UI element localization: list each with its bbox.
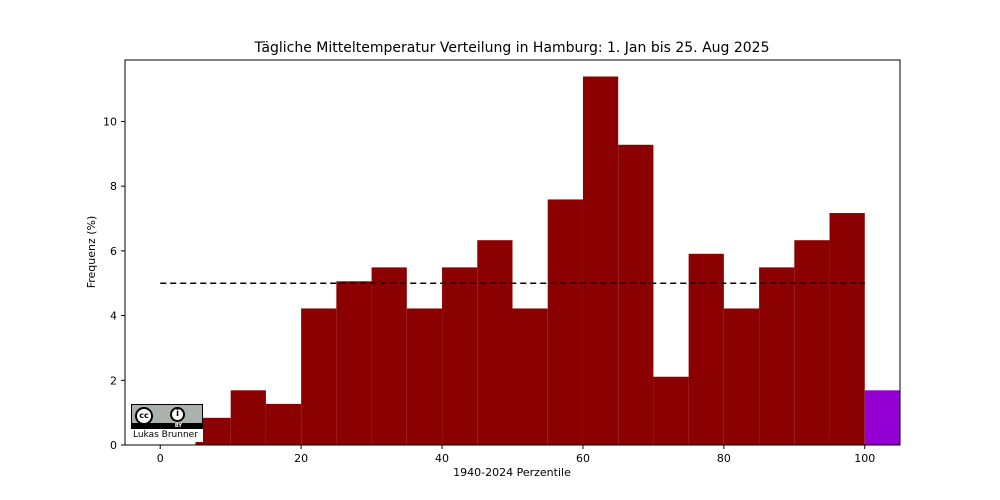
x-tick-label: 100 [854, 452, 875, 465]
bar-40-45 [442, 267, 478, 445]
bar-20-25 [301, 308, 337, 445]
bar-15-20 [265, 403, 302, 445]
x-tick-label: 80 [717, 452, 731, 465]
y-tick-label: 10 [103, 115, 117, 128]
author-name: Lukas Brunner [131, 429, 203, 442]
bar-65-70 [618, 144, 654, 445]
bar-25-30 [336, 281, 372, 445]
bar-55-60 [547, 199, 583, 445]
bar-30-35 [371, 267, 407, 445]
y-tick-label: 0 [110, 439, 117, 452]
bar-75-80 [688, 253, 724, 445]
x-tick-label: 20 [294, 452, 308, 465]
license-credit: cc i BY Lukas Brunner [131, 404, 203, 442]
bar-70-75 [653, 376, 689, 445]
y-tick-label: 8 [110, 180, 117, 193]
y-tick-label: 6 [110, 245, 117, 258]
x-axis-ticks: 0 20 40 60 80 100 [157, 445, 875, 465]
bar-85-90 [759, 267, 795, 445]
bar-80-85 [723, 308, 760, 445]
attribution-icon: i [170, 407, 185, 422]
bar-10-15 [230, 390, 266, 445]
plot-frame [124, 59, 901, 446]
x-tick-label: 40 [435, 452, 449, 465]
bar-extreme-100-105 [864, 390, 900, 445]
bar-95-100 [829, 213, 865, 445]
bar-35-40 [406, 308, 443, 445]
y-axis-label: Frequenz (%) [85, 216, 98, 289]
chart-title: Tägliche Mitteltemperatur Verteilung in … [254, 40, 770, 56]
bar-50-55 [512, 308, 548, 445]
cc-by-badge: cc i BY [131, 404, 203, 430]
x-axis-label: 1940-2024 Perzentile [453, 466, 571, 479]
x-tick-label: 60 [576, 452, 590, 465]
by-label: BY [132, 423, 202, 429]
bar-60-65 [582, 76, 619, 445]
y-tick-label: 2 [110, 374, 117, 387]
bar-90-95 [794, 240, 830, 445]
y-tick-label: 4 [110, 310, 117, 323]
y-axis-ticks: 0 2 4 6 8 10 [103, 115, 125, 452]
x-tick-label: 0 [157, 452, 164, 465]
bars-group [195, 76, 900, 445]
bar-45-50 [477, 240, 513, 445]
